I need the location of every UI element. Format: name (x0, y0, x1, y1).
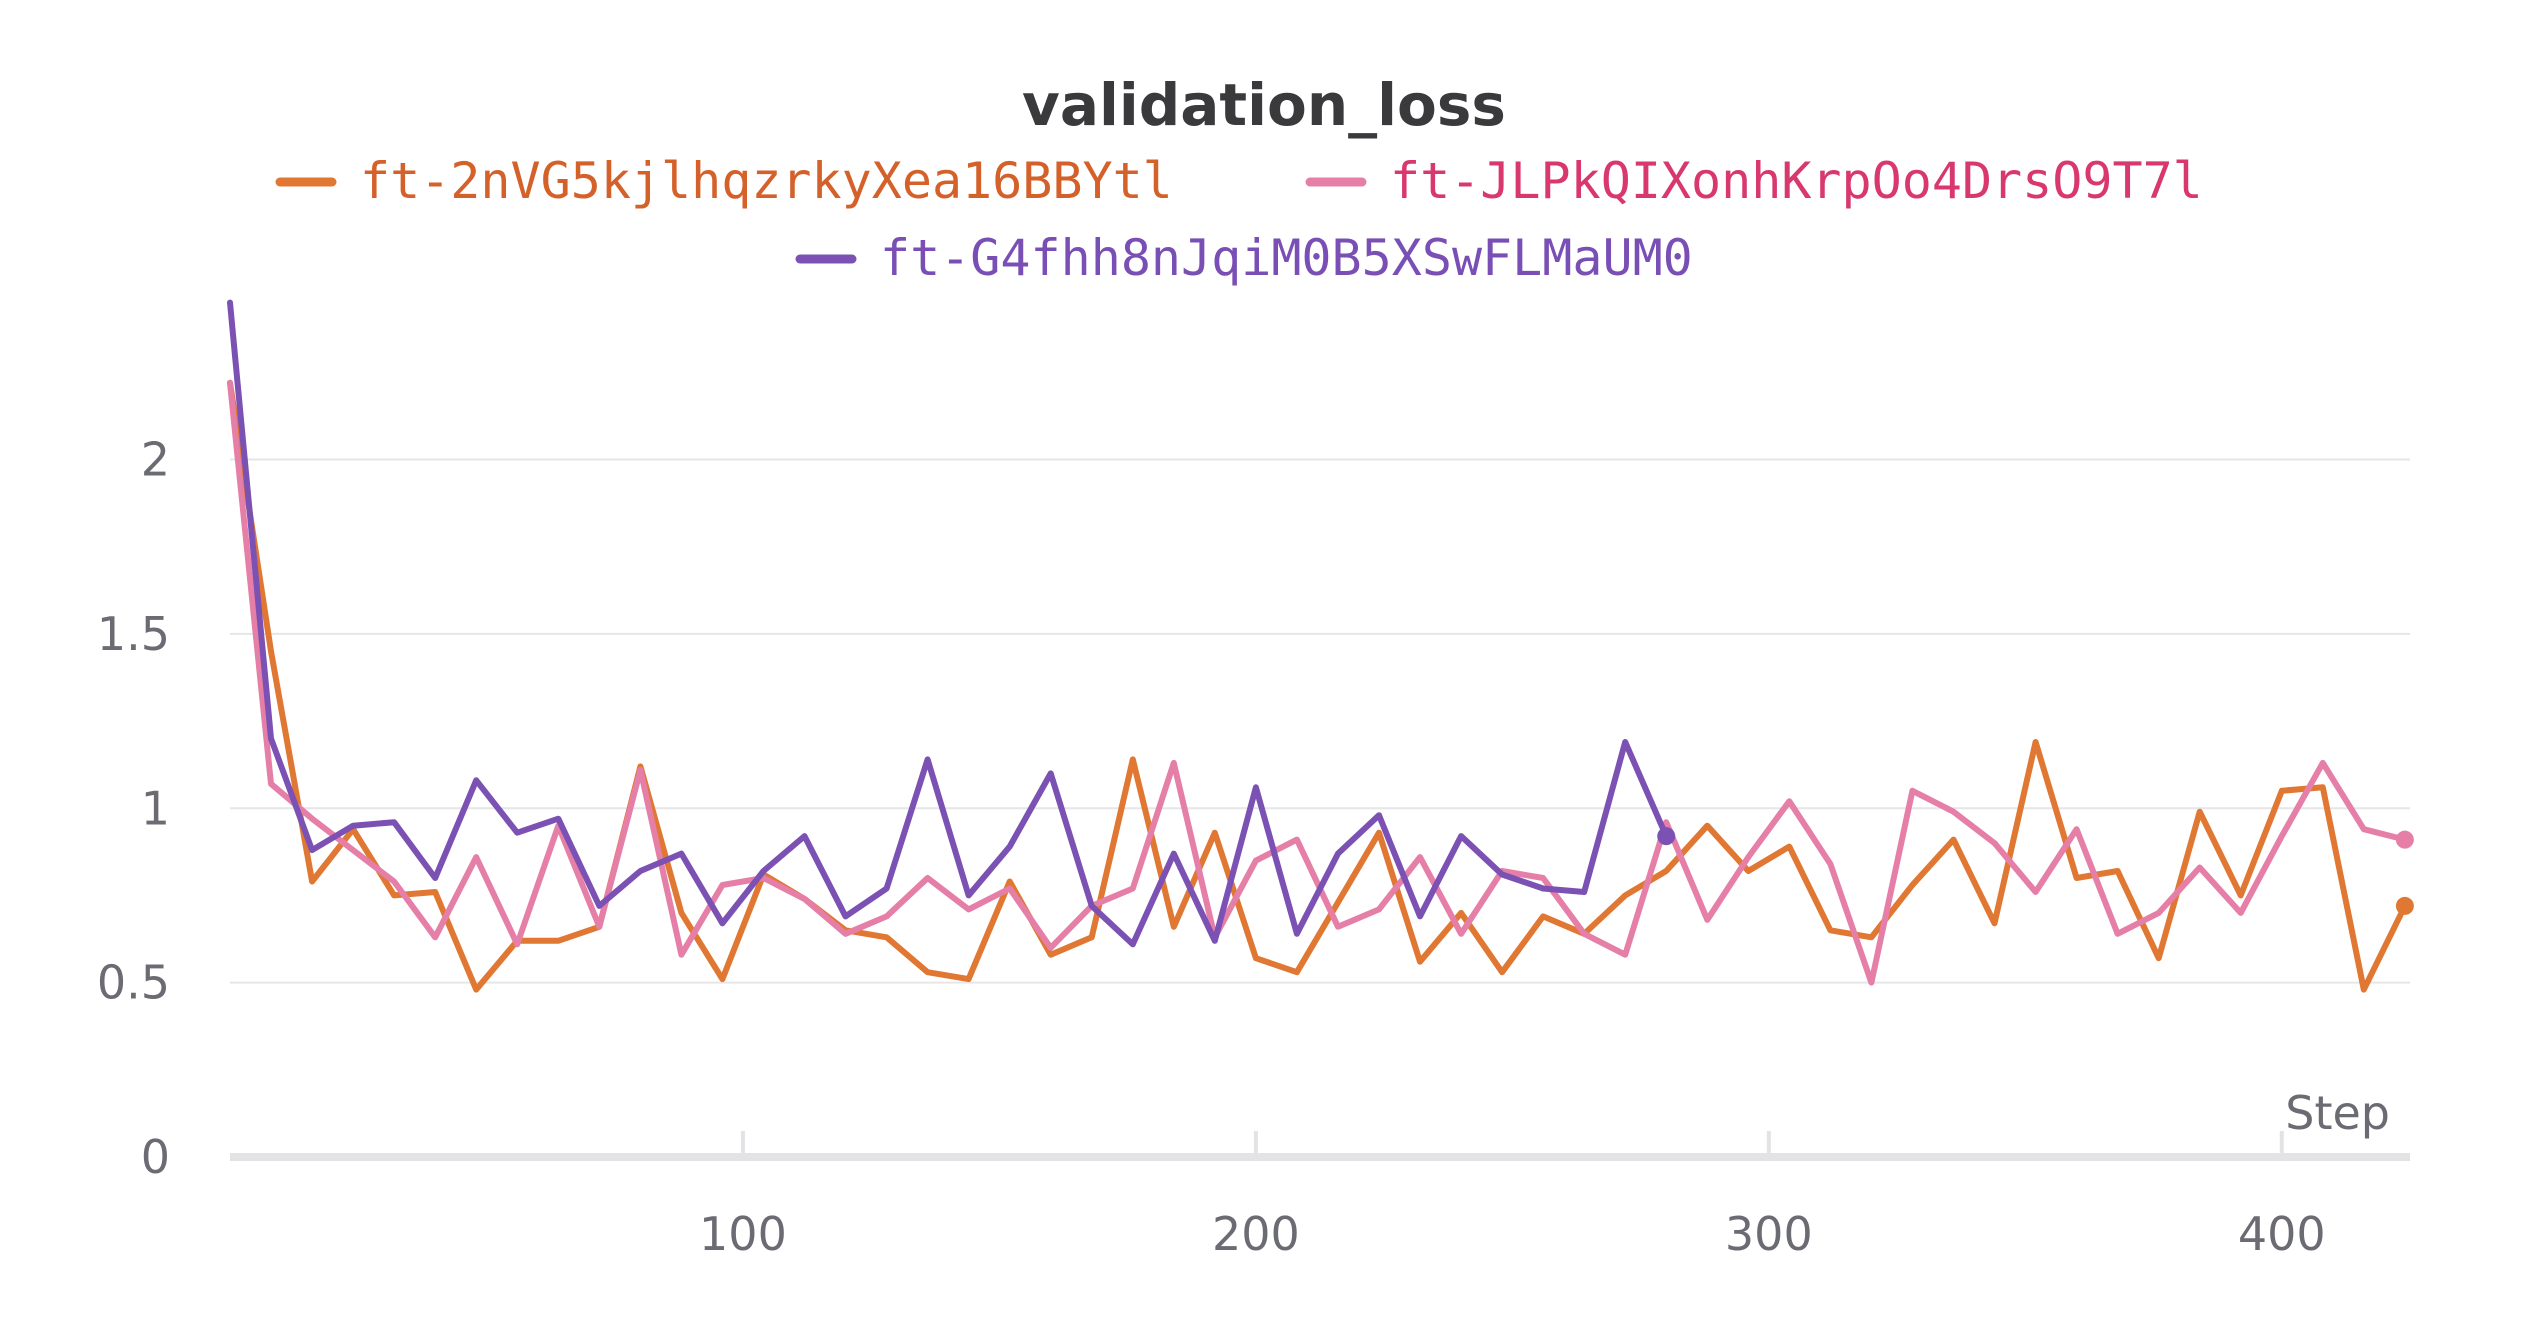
legend-label: ft-2nVG5kjlhqzrkyXea16BBYtl (360, 152, 1173, 210)
series-line-2 (227, 379, 2408, 986)
series-line-1 (227, 379, 2408, 993)
y-tick-label: 0.5 (97, 956, 170, 1010)
x-tick-label: 100 (699, 1207, 787, 1261)
grid-lines (230, 458, 2410, 984)
chart-title: validation_loss (1022, 71, 1506, 139)
legend-item[interactable]: ft-G4fhh8nJqiM0B5XSwFLMaUM0 (795, 229, 1693, 287)
y-tick-label: 1.5 (97, 607, 170, 661)
y-tick-label: 1 (141, 781, 170, 835)
y-axis: 0 0.5 1 1.5 2 (97, 433, 170, 1185)
series-end-point-1 (2395, 896, 2414, 915)
y-tick-label: 2 (141, 433, 170, 487)
legend: ft-2nVG5kjlhqzrkyXea16BBYtl ft-JLPkQIXonh… (275, 152, 2203, 287)
legend-label: ft-JLPkQIXonhKrpOo4DrsO9T7l (1390, 152, 2203, 210)
x-axis: 100 200 300 400 (230, 1131, 2410, 1261)
legend-item[interactable]: ft-2nVG5kjlhqzrkyXea16BBYtl (275, 152, 1173, 210)
x-tick-label: 200 (1212, 1207, 1300, 1261)
legend-item[interactable]: ft-JLPkQIXonhKrpOo4DrsO9T7l (1305, 152, 2203, 210)
series-layer (227, 299, 2414, 993)
x-axis-label: Step (2285, 1086, 2390, 1140)
x-tick-label: 300 (1725, 1207, 1813, 1261)
y-tick-label: 0 (141, 1130, 170, 1184)
legend-label: ft-G4fhh8nJqiM0B5XSwFLMaUM0 (880, 229, 1693, 287)
series-end-point-3 (1657, 827, 1676, 846)
series-line-3 (227, 299, 1670, 948)
x-tick-label: 400 (2238, 1207, 2326, 1261)
series-end-point-2 (2395, 830, 2414, 849)
